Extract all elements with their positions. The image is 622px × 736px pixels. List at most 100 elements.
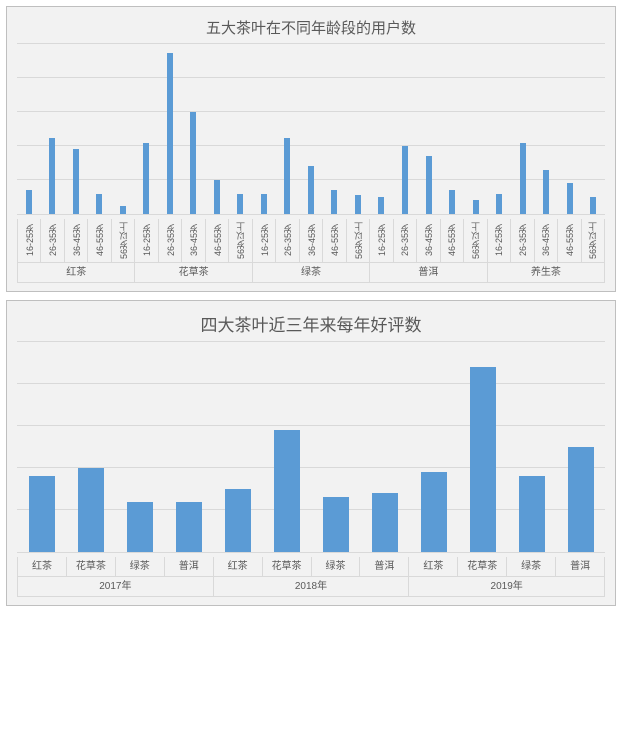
- tea-label: 花草茶: [457, 557, 506, 577]
- age-label: 56岁以上: [463, 219, 486, 263]
- age-label: 16-25岁: [134, 219, 157, 263]
- bar-slot: [440, 44, 464, 214]
- age-label: 16-25岁: [369, 219, 392, 263]
- bar-slot: [464, 44, 488, 214]
- bar-slot: [64, 44, 88, 214]
- bar-slot: [311, 342, 360, 552]
- chart2-plot: [17, 342, 605, 553]
- bar: [402, 146, 408, 214]
- bar: [543, 170, 549, 214]
- bar-slot: [213, 342, 262, 552]
- chart-age-groups: 五大茶叶在不同年龄段的用户数 16-25岁26-35岁36-45岁46-55岁5…: [6, 6, 616, 292]
- bar-slot: [360, 342, 409, 552]
- tea-group-label: 绿茶: [252, 263, 369, 283]
- age-label: 56岁以上: [346, 219, 369, 263]
- bar-slot: [41, 44, 65, 214]
- age-label: 26-35岁: [275, 219, 298, 263]
- age-label: 46-55岁: [322, 219, 345, 263]
- tea-label: 红茶: [213, 557, 262, 577]
- age-label: 26-35岁: [510, 219, 533, 263]
- bar-slot: [135, 44, 159, 214]
- bar: [176, 502, 202, 552]
- bar-slot: [262, 342, 311, 552]
- age-label: 36-45岁: [534, 219, 557, 263]
- bar: [308, 166, 314, 214]
- bar: [78, 468, 104, 552]
- tea-group-label: 花草茶: [134, 263, 251, 283]
- tea-label: 普洱: [164, 557, 213, 577]
- bar-slot: [323, 44, 347, 214]
- tea-group-label: 普洱: [369, 263, 486, 283]
- bar-slot: [17, 342, 66, 552]
- bar-slot: [346, 44, 370, 214]
- bar: [323, 497, 349, 552]
- chart-yearly-reviews: 四大茶叶近三年来每年好评数 红茶花草茶绿茶普洱红茶花草茶绿茶普洱红茶花草茶绿茶普…: [6, 300, 616, 606]
- bar-slot: [534, 44, 558, 214]
- tea-label: 红茶: [17, 557, 66, 577]
- bar: [331, 190, 337, 214]
- age-label: 16-25岁: [487, 219, 510, 263]
- bar-slot: [299, 44, 323, 214]
- chart1-age-labels: 16-25岁26-35岁36-45岁46-55岁56岁以上16-25岁26-35…: [17, 219, 605, 263]
- bar: [470, 367, 496, 552]
- tea-label: 绿茶: [115, 557, 164, 577]
- age-label: 26-35岁: [158, 219, 181, 263]
- age-label: 56岁以上: [111, 219, 134, 263]
- age-label: 46-55岁: [557, 219, 580, 263]
- bar: [496, 194, 502, 214]
- chart2-tea-labels: 红茶花草茶绿茶普洱红茶花草茶绿茶普洱红茶花草茶绿茶普洱: [17, 557, 605, 577]
- bar-slot: [556, 342, 605, 552]
- chart1-group-labels: 红茶花草茶绿茶普洱养生茶: [17, 263, 605, 283]
- bar: [473, 200, 479, 214]
- bar-slot: [409, 342, 458, 552]
- chart1-plot: [17, 44, 605, 215]
- bar: [261, 194, 267, 214]
- bar: [378, 197, 384, 214]
- bar: [355, 195, 361, 214]
- bar-slot: [182, 44, 206, 214]
- bar: [26, 190, 32, 214]
- bar: [237, 194, 243, 214]
- bar: [567, 183, 573, 214]
- bar-slot: [111, 44, 135, 214]
- bar: [520, 143, 526, 214]
- bar: [225, 489, 251, 552]
- bar: [284, 138, 290, 215]
- bar-slot: [88, 44, 112, 214]
- bar-slot: [252, 44, 276, 214]
- bar-slot: [66, 342, 115, 552]
- bar-slot: [115, 342, 164, 552]
- age-label: 46-55岁: [205, 219, 228, 263]
- age-label: 26-35岁: [393, 219, 416, 263]
- bar-slot: [158, 44, 182, 214]
- bar-slot: [17, 44, 41, 214]
- bar: [590, 197, 596, 214]
- tea-label: 红茶: [408, 557, 457, 577]
- bar-slot: [511, 44, 535, 214]
- tea-label: 绿茶: [311, 557, 360, 577]
- bar-slot: [487, 44, 511, 214]
- bar-slot: [417, 44, 441, 214]
- bar-slot: [370, 44, 394, 214]
- bar: [120, 206, 126, 215]
- chart1-title: 五大茶叶在不同年龄段的用户数: [7, 7, 615, 44]
- age-label: 36-45岁: [299, 219, 322, 263]
- bar: [96, 194, 102, 214]
- chart2-title: 四大茶叶近三年来每年好评数: [7, 301, 615, 342]
- tea-group-label: 养生茶: [487, 263, 605, 283]
- bar: [519, 476, 545, 552]
- age-label: 16-25岁: [252, 219, 275, 263]
- bar-slot: [507, 342, 556, 552]
- bar: [167, 53, 173, 215]
- bar-slot: [164, 342, 213, 552]
- age-label: 56岁以上: [228, 219, 251, 263]
- age-label: 36-45岁: [181, 219, 204, 263]
- bar: [49, 138, 55, 215]
- bar-slot: [393, 44, 417, 214]
- bar: [449, 190, 455, 214]
- age-label: 36-45岁: [416, 219, 439, 263]
- chart2-year-labels: 2017年2018年2019年: [17, 577, 605, 597]
- bar-slot: [229, 44, 253, 214]
- tea-label: 花草茶: [262, 557, 311, 577]
- bar-slot: [276, 44, 300, 214]
